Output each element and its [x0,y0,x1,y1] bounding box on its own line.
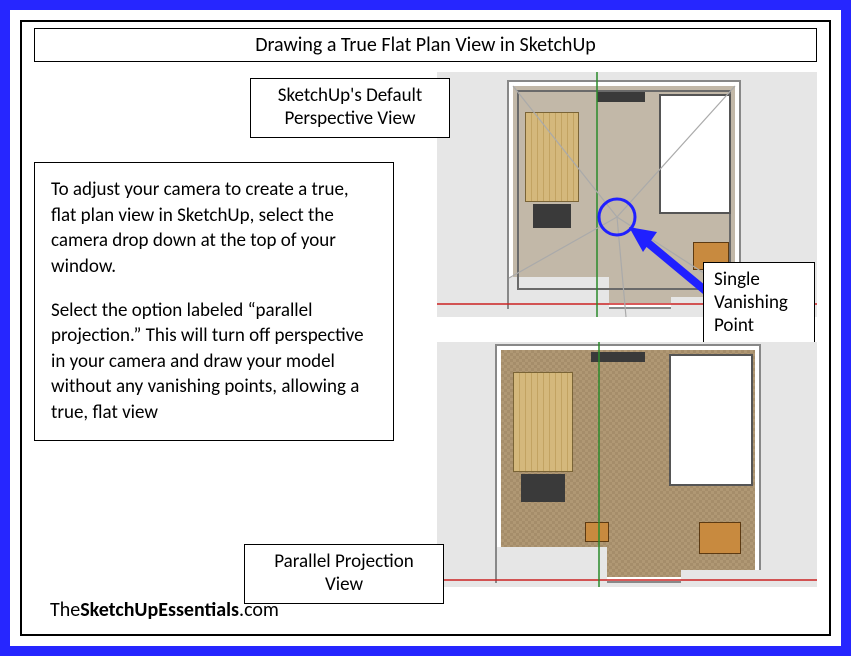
footer-bold: SketchUpEssentials [80,598,239,622]
nightstand-p1 [585,522,609,542]
frame-border: Drawing a True Flat Plan View in SketchU… [0,0,851,656]
title: Drawing a True Flat Plan View in SketchU… [34,28,817,62]
parallel-label-line1: Parallel Projection [257,551,431,574]
nightstand-p2 [699,522,741,554]
bed [659,94,731,214]
instruction-text: To adjust your camera to create a true, … [34,162,394,441]
parallel-label-line2: View [257,574,431,597]
perspective-label-line2: Perspective View [263,108,437,131]
footer-post: .com [239,598,279,622]
dresser [525,112,579,202]
vanishing-point-label: Single Vanishing Point [703,262,815,344]
vanish-line3: Point [714,315,804,338]
chair-p [521,474,565,502]
perspective-label-line1: SketchUp's Default [263,85,437,108]
wall-art-p [591,352,645,362]
bed-p [669,354,753,486]
dresser-p [513,372,573,472]
floor-notch2-p [681,570,761,587]
parallel-viewport [437,342,817,587]
footer-pre: The [50,598,80,622]
vanish-line1: Single [714,269,804,292]
footer-credit: TheSketchUpEssentials.com [50,598,279,622]
floor-notch1-p [497,547,607,587]
wall-art [597,92,645,102]
vanish-line2: Vanishing [714,292,804,315]
instruction-para2: Select the option labeled “parallel proj… [51,298,377,426]
perspective-label: SketchUp's Default Perspective View [250,78,450,138]
content-panel: Drawing a True Flat Plan View in SketchU… [20,20,831,636]
instruction-para1: To adjust your camera to create a true, … [51,177,377,280]
parallel-label: Parallel Projection View [244,544,444,604]
chair [533,204,571,228]
